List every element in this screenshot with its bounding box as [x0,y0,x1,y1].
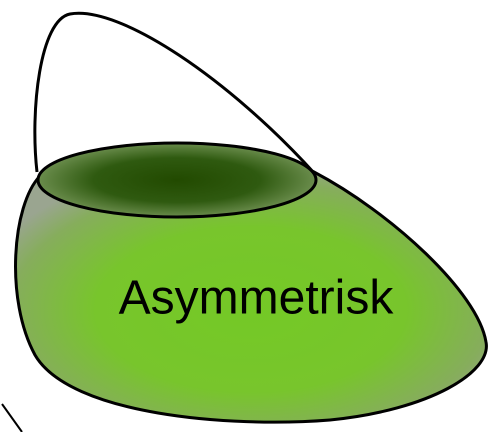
page: Asymmetrisk (() => { const data = JSON.p… [0,0,489,432]
bucket-rim [38,143,316,217]
label: Asymmetrisk [119,272,395,325]
illustration: Asymmetrisk [0,0,489,432]
corner-stroke [2,404,22,432]
